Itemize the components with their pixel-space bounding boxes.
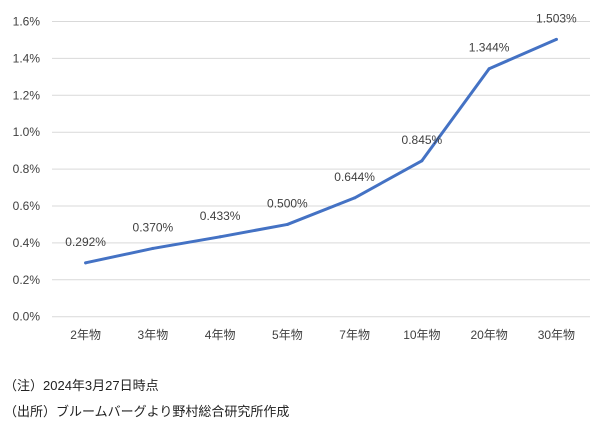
data-label: 0.292% [65, 235, 106, 249]
y-tick-label: 1.2% [13, 88, 41, 102]
data-point [285, 222, 289, 226]
data-point [218, 235, 222, 239]
x-tick-label: 3年物 [138, 328, 169, 342]
note-text: （注）2024年3月27日時点 [4, 378, 159, 393]
data-point [151, 246, 155, 250]
y-tick-label: 0.4% [13, 236, 41, 250]
data-label: 1.503% [536, 11, 577, 25]
x-tick-label: 2年物 [70, 328, 101, 342]
yield-curve-chart: 0.0% 0.2% 0.4% 0.6% 0.8% 1.0% 1.2% 1.4% 1.6% 2年物 3… [13, 11, 590, 342]
y-tick-label: 0.0% [13, 310, 41, 324]
data-label: 0.644% [334, 170, 375, 184]
data-label: 0.500% [267, 196, 308, 210]
x-tick-label: 30年物 [538, 328, 575, 342]
x-tick-label: 4年物 [205, 328, 236, 342]
data-point [487, 67, 491, 71]
y-tick-label: 0.6% [13, 199, 41, 213]
x-tick-label: 10年物 [403, 328, 440, 342]
y-tick-label: 0.2% [13, 273, 41, 287]
data-label: 0.845% [402, 133, 443, 147]
data-point [353, 196, 357, 200]
series-line [84, 37, 558, 265]
source-text: （出所）ブルームバーグより野村総合研究所作成 [4, 404, 290, 419]
data-label: 0.370% [133, 220, 174, 234]
y-tick-label: 1.0% [13, 125, 41, 139]
x-tick-label: 20年物 [470, 328, 507, 342]
data-label: 0.433% [200, 209, 241, 223]
y-tick-label: 1.6% [13, 15, 41, 29]
data-label: 1.344% [469, 41, 510, 55]
data-point [554, 37, 558, 41]
x-tick-label: 7年物 [339, 328, 370, 342]
data-point [84, 261, 88, 265]
y-tick-label: 0.8% [13, 162, 41, 176]
x-tick-label: 5年物 [272, 328, 303, 342]
data-point [420, 159, 424, 163]
y-tick-label: 1.4% [13, 51, 41, 65]
